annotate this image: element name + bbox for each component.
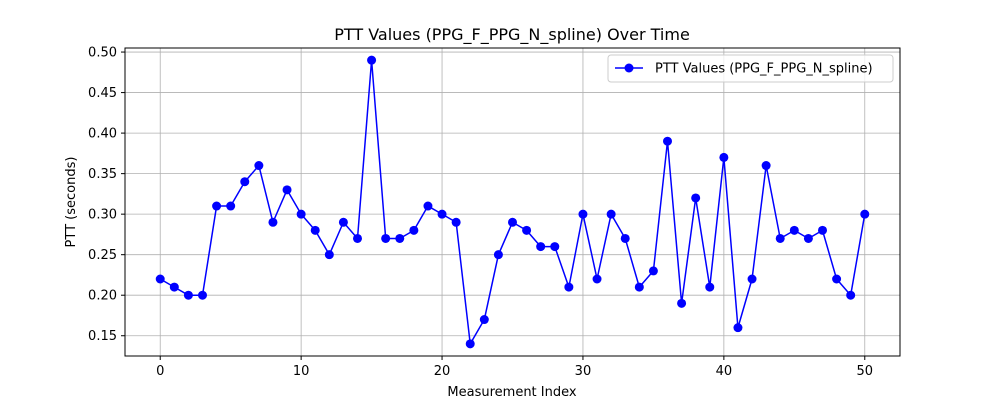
x-tick-label: 20 [434, 364, 451, 379]
x-tick-label: 50 [856, 364, 873, 379]
data-point [437, 209, 447, 219]
data-point [846, 290, 856, 300]
data-point [803, 233, 813, 243]
data-point [198, 290, 207, 300]
data-point [465, 339, 475, 349]
data-point [353, 233, 362, 243]
data-point [367, 55, 377, 65]
data-point [663, 136, 672, 146]
data-point [479, 315, 489, 325]
series-group [155, 55, 870, 349]
y-tick-label: 0.50 [88, 46, 117, 61]
y-tick-label: 0.25 [88, 248, 117, 263]
data-point [705, 282, 715, 292]
data-point [493, 250, 503, 260]
data-point [592, 274, 602, 284]
data-point [381, 233, 391, 243]
chart-title: PTT Values (PPG_F_PPG_N_spline) Over Tim… [334, 25, 690, 45]
ticks: 0 10 20 30 40 50 0.15 0.20 0.25 0.30 0.35 0.40 0.45 0… [88, 46, 873, 379]
x-axis-label: Measurement Index [447, 385, 576, 400]
y-tick-label: 0.15 [88, 329, 117, 344]
series-line [159, 59, 866, 345]
data-point [423, 201, 433, 211]
data-point [691, 193, 701, 203]
data-point [522, 225, 532, 235]
data-point [324, 250, 334, 260]
y-tick-label: 0.45 [88, 86, 117, 101]
y-axis-label: PTT (seconds) [64, 157, 79, 248]
x-tick-label: 30 [575, 364, 592, 379]
x-tick-label: 0 [156, 364, 164, 379]
data-point [648, 266, 658, 276]
x-tick-label: 40 [716, 364, 733, 379]
data-point [451, 217, 461, 227]
data-point [508, 217, 517, 227]
data-point [395, 233, 405, 243]
y-tick-label: 0.30 [88, 208, 117, 223]
legend-box [607, 54, 894, 83]
data-point [564, 282, 574, 292]
data-point [620, 233, 630, 243]
legend-label: PTT Values (PPG_F_PPG_N_spline) [655, 62, 873, 77]
grid [125, 48, 900, 356]
data-point [719, 152, 729, 162]
data-point [832, 274, 842, 284]
data-point [155, 274, 165, 284]
x-tick-label: 10 [293, 364, 310, 379]
data-point [578, 209, 588, 219]
data-point [296, 209, 306, 219]
y-tick-label: 0.20 [88, 289, 117, 304]
y-tick-label: 0.35 [88, 167, 117, 182]
data-point [226, 201, 236, 211]
data-point [536, 242, 546, 252]
data-point [761, 161, 771, 171]
data-point [550, 242, 560, 252]
data-point [282, 185, 292, 195]
data-point [789, 225, 799, 235]
data-point [733, 323, 743, 333]
data-point [775, 233, 785, 243]
data-point [818, 225, 827, 235]
data-point [268, 217, 278, 227]
data-point [338, 217, 348, 227]
data-point [860, 209, 870, 219]
y-tick-label: 0.40 [88, 127, 117, 142]
data-point [183, 290, 193, 300]
data-point [254, 161, 264, 171]
legend-marker-swatch [624, 63, 634, 73]
data-point [634, 282, 644, 292]
data-point [310, 225, 320, 235]
plot-area-frame [124, 47, 901, 357]
data-point [212, 201, 222, 211]
data-point [606, 209, 616, 219]
data-point [169, 282, 179, 292]
data-point [409, 225, 419, 235]
legend: PTT Values (PPG_F_PPG_N_spline) [607, 54, 894, 83]
data-point [677, 298, 687, 308]
data-point [240, 177, 250, 187]
data-point [747, 274, 757, 284]
